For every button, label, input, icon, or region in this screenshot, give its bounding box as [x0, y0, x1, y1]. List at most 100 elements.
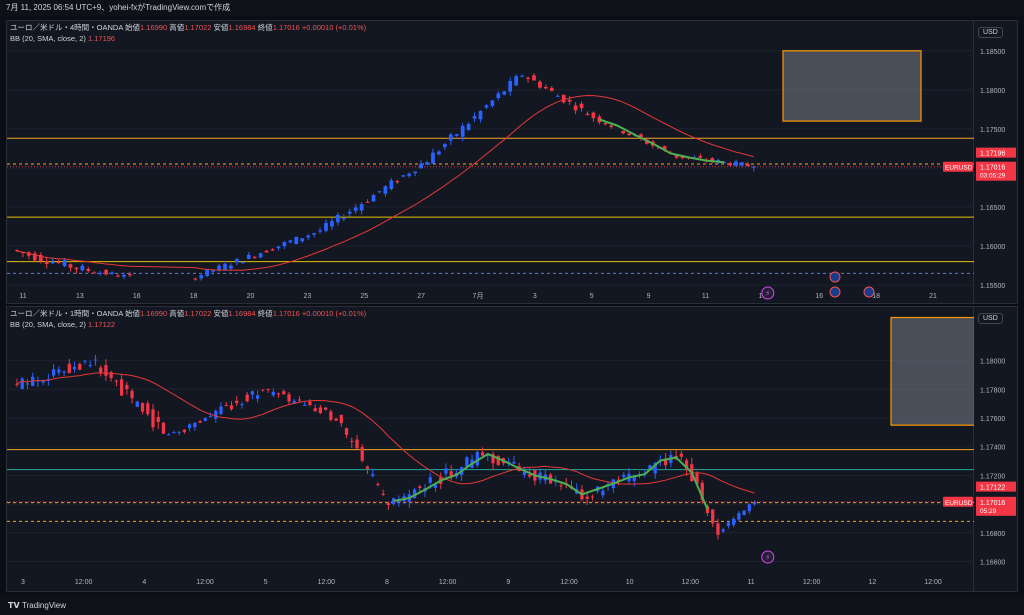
candle-body	[454, 134, 459, 136]
candle-body	[41, 380, 45, 383]
tradingview-logo-icon[interactable]: 𝗧𝗩	[8, 601, 20, 610]
candle-body	[711, 509, 715, 524]
candle-body	[324, 222, 328, 231]
candle-body	[705, 506, 710, 514]
x-tick-label: 9	[647, 293, 651, 300]
currency-button-1h[interactable]: USD	[978, 313, 1003, 324]
candle-body	[502, 91, 507, 95]
candle-body	[318, 230, 322, 232]
candle-body	[235, 400, 239, 404]
footer-brand[interactable]: TradingView	[22, 601, 67, 610]
chart-panel-1h[interactable]: 3 12:00 4 12:00 5 12:00 8 12:00 9 12:00 10 12:00 11 1…	[6, 306, 975, 592]
candle-body	[710, 158, 715, 162]
candle-body	[742, 510, 746, 516]
x-tick-label: 23	[303, 293, 311, 300]
candle-body	[336, 214, 340, 223]
candle-body	[74, 267, 79, 270]
x-tick-label: 25	[360, 293, 368, 300]
legend-open-value-4h: 1.16990	[140, 23, 168, 32]
y-tick-label: 1.18000	[980, 359, 1005, 366]
candle-body	[428, 477, 432, 483]
legend-bb-label-1h[interactable]: BB (20, SMA, close, 2)	[10, 320, 86, 329]
candle-body	[182, 429, 187, 432]
footer-bar: 𝗧𝗩 TradingView	[0, 596, 1024, 615]
candle-body	[83, 360, 87, 362]
y-tick-label: 1.17400	[980, 445, 1005, 452]
pattern-zigzag-line	[393, 453, 709, 510]
x-tick-label: 12:00	[560, 579, 578, 586]
bb-price-tag-text: 1.17122	[980, 485, 1005, 492]
candle-body	[383, 186, 388, 194]
x-tick-label: 12	[868, 579, 876, 586]
x-tick-label: 11	[19, 293, 26, 300]
x-tick-label: 12:00	[439, 579, 457, 586]
legend-open-value-1h: 1.16990	[140, 309, 168, 318]
candle-body	[684, 460, 689, 471]
candle-body	[579, 103, 584, 109]
price-axis-1h[interactable]: USD 1.18000 1.17800 1.17600 1.17400 1.17200 1…	[974, 306, 1018, 592]
candle-body	[93, 359, 98, 361]
candle-body	[752, 166, 756, 168]
candle-body	[522, 471, 527, 475]
y-tick-label: 1.17500	[980, 127, 1005, 134]
legend-bb-value-1h: 1.17122	[87, 320, 116, 329]
x-tick-label: 11	[747, 579, 754, 586]
x-tick-label: 20	[247, 293, 255, 300]
price-axis-4h[interactable]: USD 1.185001.180001.175001.170001.165001…	[974, 20, 1018, 304]
candle-body	[276, 246, 281, 249]
x-tick-label: 12:00	[803, 579, 821, 586]
candle-body	[297, 399, 302, 401]
candle-body	[167, 434, 171, 436]
candle-body	[491, 454, 495, 464]
candle-body	[645, 139, 649, 144]
axis-svg-1h: 1.18000 1.17800 1.17600 1.17400 1.17200 1.170…	[976, 359, 1016, 567]
candle-body	[32, 253, 37, 261]
candle-body	[104, 365, 108, 376]
x-tick-label: 21	[929, 293, 937, 300]
candle-body	[653, 462, 657, 474]
candle-body	[496, 93, 501, 99]
candle-body	[288, 240, 293, 243]
legend-low-value-4h: 1.16984	[228, 23, 256, 32]
x-tick-label: 5	[264, 579, 268, 586]
economic-event-flag-icon	[863, 286, 875, 298]
axis-svg-4h: 1.185001.180001.175001.170001.165001.160…	[976, 49, 1016, 290]
candle-body	[359, 204, 364, 211]
candle-body	[187, 424, 192, 429]
legend-open-label-1h: 始値	[125, 309, 141, 318]
candle-body	[590, 496, 595, 498]
candle-body	[737, 513, 741, 520]
candle-body	[591, 112, 596, 119]
currency-button-4h[interactable]: USD	[978, 27, 1003, 38]
candle-body	[240, 404, 244, 406]
y-tick-label: 1.16000	[980, 244, 1005, 251]
candle-body	[508, 81, 513, 92]
candle-body	[292, 400, 296, 404]
x-tick-label: 10	[626, 579, 634, 586]
candle-body	[125, 384, 129, 390]
x-tick-label: 3	[533, 293, 537, 300]
candle-body	[347, 211, 352, 214]
legend-close-label-1h: 終値	[257, 309, 273, 318]
current-price-tag	[976, 496, 1016, 516]
candle-body	[323, 407, 328, 410]
legend-bb-label-4h[interactable]: BB (20, SMA, close, 2)	[10, 34, 86, 43]
candle-body	[92, 272, 97, 274]
y-tick-label: 1.16800	[980, 531, 1005, 538]
candle-body	[532, 75, 536, 81]
candle-body	[601, 490, 605, 496]
candle-body	[475, 451, 479, 466]
x-tick-label: 4	[142, 579, 146, 586]
candle-body	[205, 269, 210, 276]
y-tick-label: 1.16500	[980, 205, 1005, 212]
candle-body	[114, 380, 119, 382]
candle-body	[276, 393, 281, 395]
candle-body	[639, 134, 643, 139]
candle-body	[104, 269, 108, 275]
candle-body	[460, 125, 465, 137]
candle-body	[746, 164, 750, 167]
chart-panel-4h[interactable]: 11131618202325277月3591114161821EURUSD⚡	[6, 20, 975, 304]
header-bar: 7月 11, 2025 06:54 UTC+9、yohei-fxがTrading…	[0, 0, 1024, 16]
x-tick-label: 12:00	[75, 579, 93, 586]
candle-body	[329, 411, 333, 420]
